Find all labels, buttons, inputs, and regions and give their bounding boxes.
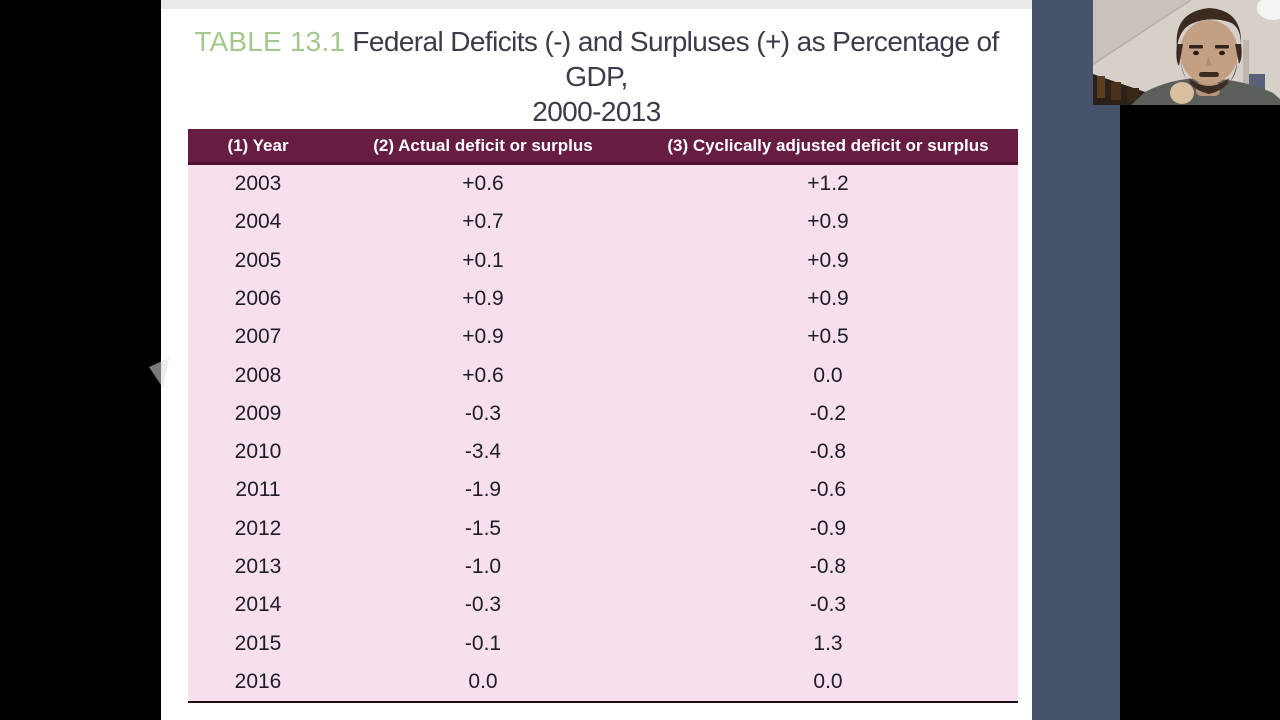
cell-actual-deficit: -0.3 (464, 401, 502, 425)
cell-year: 2015 (234, 631, 282, 655)
table-row: 2012 -1.5 -0.9 (188, 510, 1018, 548)
header-actual: (2) Actual deficit or surplus (373, 135, 593, 155)
cell-adjusted-deficit: +0.9 (807, 286, 849, 310)
cell-actual-deficit: +0.9 (462, 325, 504, 349)
cell-adjusted-deficit: -0.6 (809, 478, 847, 502)
cell-actual-deficit: -1.5 (464, 516, 502, 540)
side-strip (1032, 0, 1120, 720)
table-row: 2011 -1.9 -0.6 (188, 471, 1018, 509)
cell-actual-deficit: -0.3 (464, 593, 502, 617)
cell-actual-deficit: -3.4 (464, 440, 502, 464)
cell-adjusted-deficit: -0.2 (809, 401, 847, 425)
table-row: 2010 -3.4 -0.8 (188, 433, 1018, 471)
table-row: 2003 +0.6 +1.2 (188, 165, 1018, 203)
speaker-portrait (1093, 0, 1280, 105)
cell-year: 2010 (234, 440, 282, 464)
table-row: 2014 -0.3 -0.3 (188, 586, 1018, 624)
table-row: 2016 0.0 0.0 (188, 663, 1018, 701)
cell-year: 2006 (234, 286, 282, 310)
table-row: 2013 -1.0 -0.8 (188, 548, 1018, 586)
cell-year: 2009 (234, 401, 282, 425)
cell-year: 2013 (234, 554, 282, 578)
cell-adjusted-deficit: 1.3 (813, 631, 843, 655)
table-row: 2004 +0.7 +0.9 (188, 203, 1018, 241)
cell-actual-deficit: -0.1 (464, 631, 502, 655)
cell-actual-deficit: -1.0 (464, 554, 502, 578)
title-line2: 2000-2013 (532, 96, 661, 127)
cell-adjusted-deficit: +0.5 (807, 325, 849, 349)
cell-adjusted-deficit: 0.0 (813, 669, 843, 693)
cell-actual-deficit: 0.0 (468, 669, 498, 693)
cell-year: 2005 (234, 248, 282, 272)
cell-year: 2003 (234, 172, 282, 196)
title-line1: Federal Deficits (-) and Surpluses (+) a… (352, 26, 999, 92)
table-row: 2009 -0.3 -0.2 (188, 395, 1018, 433)
slide-title: TABLE 13.1 Federal Deficits (-) and Surp… (181, 24, 1012, 129)
cell-adjusted-deficit: 0.0 (813, 363, 843, 387)
cell-year: 2014 (234, 593, 282, 617)
cell-adjusted-deficit: -0.3 (809, 593, 847, 617)
cell-actual-deficit: +0.6 (462, 363, 504, 387)
cell-adjusted-deficit: +1.2 (807, 172, 849, 196)
cell-adjusted-deficit: -0.8 (809, 554, 847, 578)
table-row: 2005 +0.1 +0.9 (188, 242, 1018, 280)
slide-top-edge (161, 0, 1032, 9)
table-row: 2006 +0.9 +0.9 (188, 280, 1018, 318)
cell-adjusted-deficit: -0.9 (809, 516, 847, 540)
cell-year: 2004 (234, 210, 282, 234)
table-body: 2003 +0.6 +1.2 2004 +0.7 +0.9 2005 +0.1 … (188, 165, 1018, 701)
cell-year: 2011 (235, 478, 281, 502)
margin-artifact (149, 358, 169, 388)
cell-actual-deficit: -1.9 (464, 478, 502, 502)
header-adjusted: (3) Cyclically adjusted deficit or surpl… (667, 135, 989, 155)
cell-year: 2012 (234, 516, 282, 540)
table-row: 2008 +0.6 0.0 (188, 356, 1018, 394)
cell-year: 2007 (234, 325, 282, 349)
cell-actual-deficit: +0.6 (462, 172, 504, 196)
deficit-surplus-table: (1) Year (2) Actual deficit or surplus (… (188, 129, 1018, 703)
cell-adjusted-deficit: +0.9 (807, 210, 849, 234)
table-row: 2007 +0.9 +0.5 (188, 318, 1018, 356)
table-row: 2015 -0.1 1.3 (188, 624, 1018, 662)
cell-actual-deficit: +0.1 (462, 248, 504, 272)
table-header-row: (1) Year (2) Actual deficit or surplus (… (188, 129, 1018, 165)
webcam-video (1093, 0, 1280, 105)
cell-actual-deficit: +0.7 (462, 210, 504, 234)
cell-adjusted-deficit: -0.8 (809, 440, 847, 464)
cell-adjusted-deficit: +0.9 (807, 248, 849, 272)
header-year: (1) Year (227, 135, 289, 155)
cell-year: 2016 (234, 669, 282, 693)
cell-actual-deficit: +0.9 (462, 286, 504, 310)
cell-year: 2008 (234, 363, 282, 387)
slide: TABLE 13.1 Federal Deficits (-) and Surp… (149, 0, 1032, 720)
table-number-label: TABLE 13.1 (194, 26, 346, 57)
